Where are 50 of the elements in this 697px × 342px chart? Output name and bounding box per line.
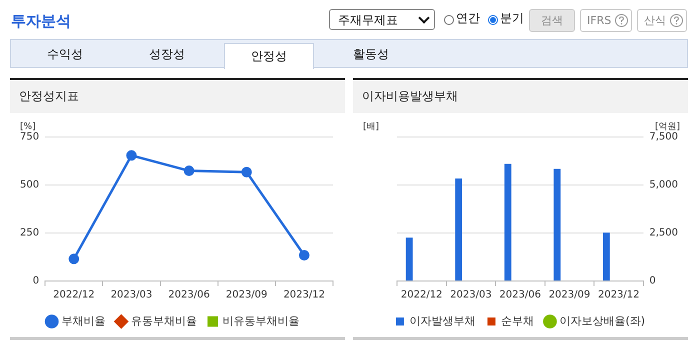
x-tick-label: 2023/06 [168,290,210,301]
y2-tick-label: 7,500 [649,132,678,143]
chart-title: 이자비용발생부채 [353,80,688,113]
legend-label: 이자보상배율(좌) [559,314,646,328]
y-tick-label: 250 [20,228,40,239]
y2-tick-label: 2,500 [649,228,678,239]
x-tick-label: 2023/03 [450,290,492,301]
y2-tick-label: 0 [649,276,656,287]
text: 검색 [541,14,563,27]
text: 연간 [456,10,480,27]
bar [406,238,413,280]
text: 활동성 [352,46,390,63]
text: 안정성 [224,43,314,69]
legend-label: 이자발생부채 [409,314,476,328]
x-tick-label: 2023/12 [598,290,640,301]
bar [554,168,561,280]
text: 산식 [644,14,666,27]
x-tick-label: 2023/09 [548,290,590,301]
bar [504,164,512,280]
point [126,150,137,161]
text: 성장성 [148,46,186,63]
point [298,250,310,261]
text: 투자분석 [11,12,71,31]
y2-tick-label: 5,000 [649,180,678,191]
y-axis-title: [%] [20,122,36,132]
x-tick-label: 2023/12 [283,290,325,301]
x-tick-label: 2023/09 [226,290,268,301]
y-tick-label: 500 [20,180,40,191]
bar [602,232,610,280]
x-tick-label: 2022/12 [400,290,442,301]
bar [455,178,462,280]
x-tick-label: 2023/03 [110,290,152,301]
x-tick-label: 2023/06 [499,290,541,301]
x-tick-label: 2022/12 [53,290,95,301]
chart-title: 안정성지표 [10,80,345,113]
point [184,166,194,176]
legend-label: 유동부채비율 [130,314,197,328]
text: IFRS [587,14,612,27]
y2-axis-title: [억원] [654,122,680,132]
y-tick-label: 750 [20,132,40,143]
legend-label: 부채비율 [61,314,106,328]
y-axis-title: [배] [363,122,380,132]
y-tick-label: 0 [32,276,40,287]
legend-label: 순부채 [500,314,534,328]
point [241,166,252,178]
point [68,254,80,264]
text: 분기 [500,10,524,27]
text: 주재무제표 [329,9,435,30]
legend-label: 비유동부채비율 [222,314,300,328]
text: 수익성 [46,46,84,63]
